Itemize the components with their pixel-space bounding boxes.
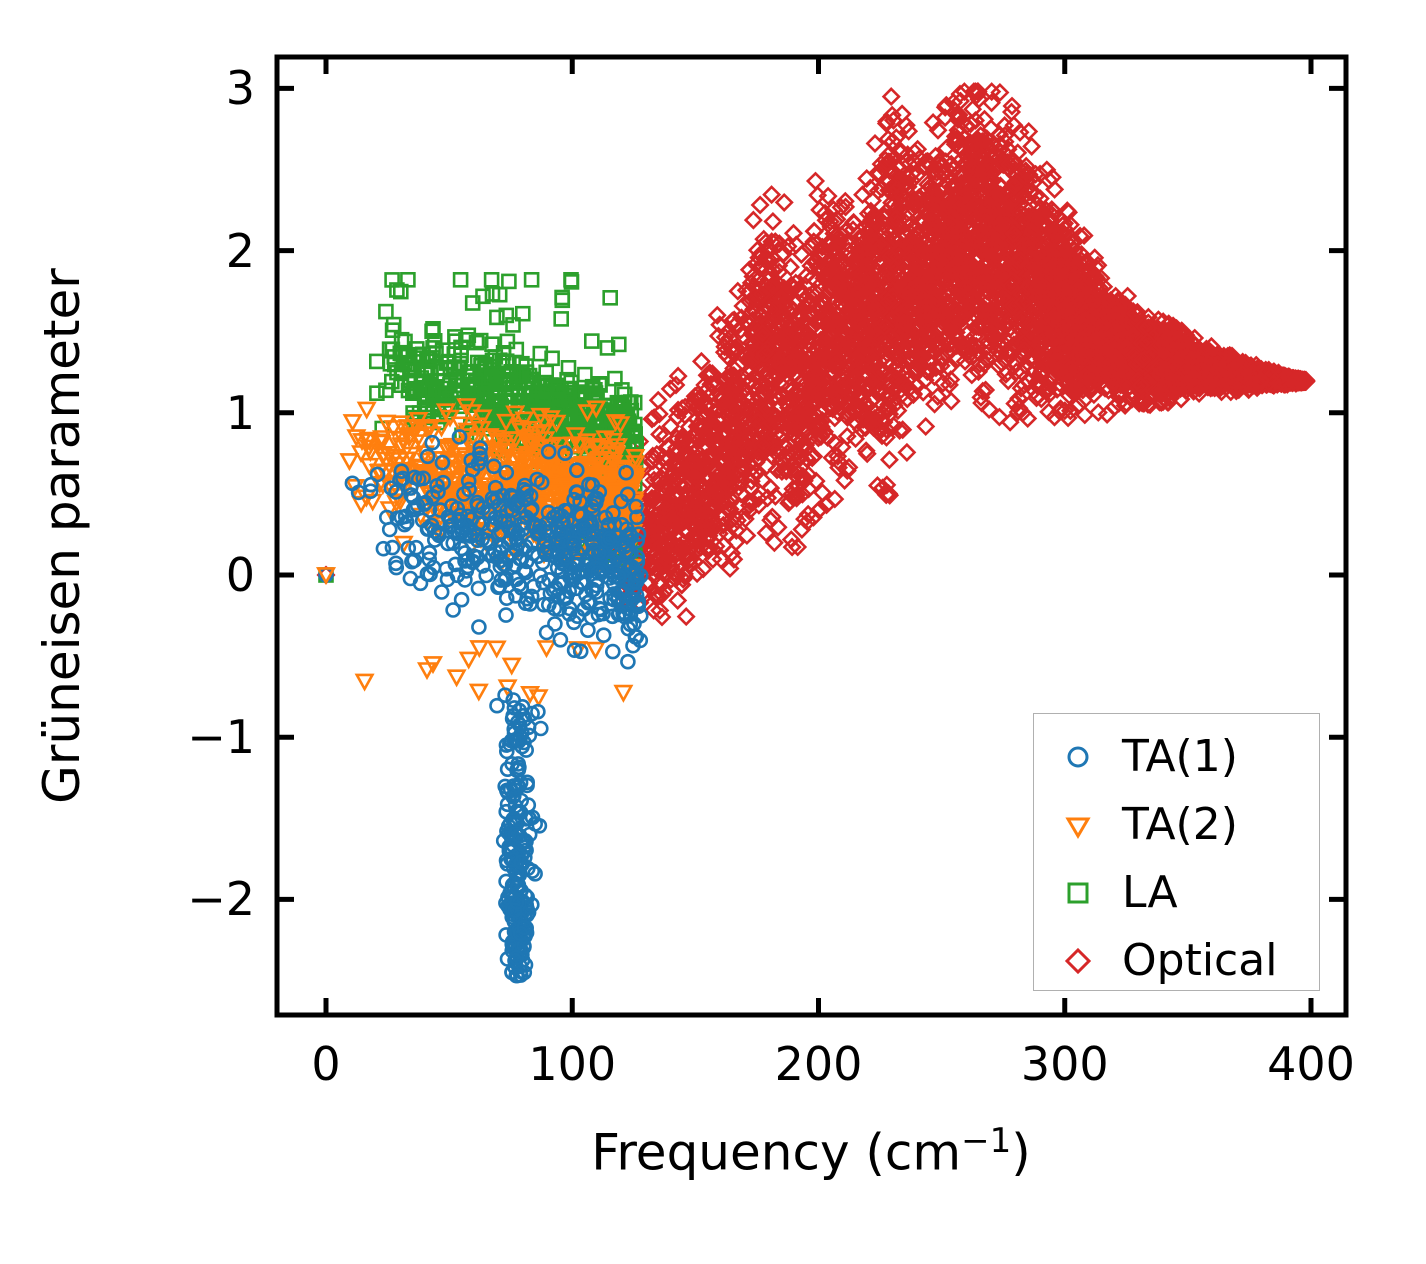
- axis-ticks-layer: [277, 57, 1346, 1015]
- x-axis-label: Frequency (cm−1): [591, 1121, 1031, 1182]
- legend-item-ta1[interactable]: TA(1): [1034, 722, 1319, 791]
- legend-item-la[interactable]: LA: [1034, 858, 1319, 927]
- legend-item-label: TA(1): [1122, 731, 1238, 782]
- legend-item-label: TA(2): [1122, 799, 1238, 850]
- y-axis-label: Grüneisen parameter: [33, 268, 91, 804]
- legend-item-label: Optical: [1122, 935, 1278, 986]
- y-tick-label: 3: [225, 61, 255, 116]
- x-tick-label: 0: [311, 1037, 341, 1091]
- legend-item-label: LA: [1122, 867, 1178, 918]
- legend-item-optical[interactable]: Optical: [1034, 926, 1319, 995]
- x-tick-label: 400: [1267, 1037, 1355, 1091]
- square-icon: [1034, 878, 1122, 908]
- diamond-icon: [1034, 946, 1122, 976]
- y-tick-label: −2: [187, 872, 255, 927]
- x-tick-label: 100: [528, 1037, 617, 1091]
- y-tick-label: 0: [225, 548, 255, 602]
- axes-spines-layer: [274, 54, 1349, 1018]
- y-tick-label: 1: [225, 385, 255, 440]
- legend-item-ta2[interactable]: TA(2): [1034, 790, 1319, 859]
- triangle-down-icon: [1034, 810, 1122, 840]
- x-tick-label: 200: [774, 1037, 863, 1091]
- y-tick-label: 2: [225, 223, 255, 278]
- data-points-layer: [315, 82, 1316, 984]
- y-tick-label: −1: [187, 710, 255, 765]
- circle-icon: [1034, 742, 1122, 772]
- legend-box[interactable]: TA(1) TA(2) LA Optical: [1033, 713, 1320, 991]
- x-tick-label: 300: [1020, 1037, 1109, 1091]
